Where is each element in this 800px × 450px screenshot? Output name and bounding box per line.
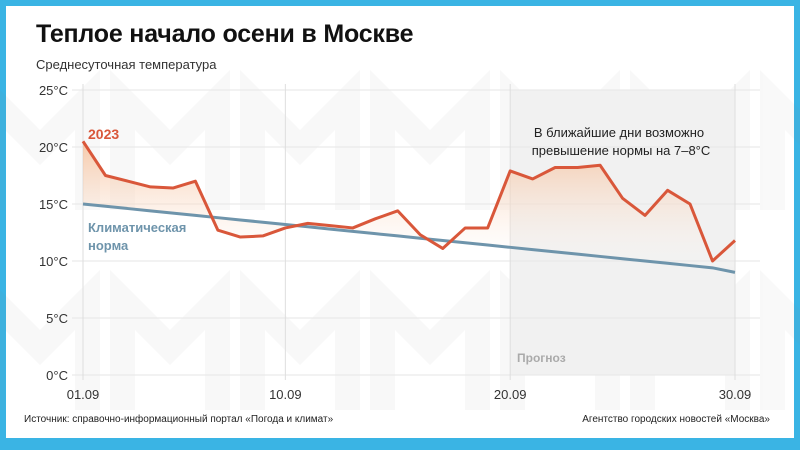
source-note: Источник: справочно-информационный порта… bbox=[24, 414, 334, 425]
warm-excess-area bbox=[83, 141, 735, 273]
y-tick-label: 5°C bbox=[46, 311, 68, 326]
page-title: Теплое начало осени в Москве bbox=[36, 20, 414, 48]
y-tick-label: 25°C bbox=[39, 83, 68, 98]
y-tick-label: 0°C bbox=[46, 368, 68, 383]
x-tick-label: 30.09 bbox=[719, 387, 752, 402]
x-axis-ticks: 01.09 10.09 20.09 30.09 bbox=[67, 387, 752, 402]
y-tick-label: 20°C bbox=[39, 140, 68, 155]
y-axis-ticks: 25°C 20°C 15°C 10°C 5°C 0°C bbox=[39, 83, 68, 383]
forecast-label: Прогноз bbox=[517, 351, 566, 365]
x-tick-label: 10.09 bbox=[269, 387, 302, 402]
annotation-line1: В ближайшие дни возможно bbox=[534, 125, 704, 140]
agency-credit: Агентство городских новостей «Москва» bbox=[582, 414, 770, 425]
x-tick-label: 01.09 bbox=[67, 387, 100, 402]
y-tick-label: 15°C bbox=[39, 197, 68, 212]
legend-norm-line1: Климатическая bbox=[88, 220, 186, 235]
series-2023-line bbox=[81, 140, 737, 263]
annotation-line2: превышение нормы на 7–8°C bbox=[532, 143, 711, 158]
legend-norm-line2: норма bbox=[88, 238, 129, 253]
y-tick-label: 10°C bbox=[39, 254, 68, 269]
x-tick-label: 20.09 bbox=[494, 387, 527, 402]
legend-2023: 2023 bbox=[88, 126, 119, 142]
norm-line bbox=[82, 202, 736, 274]
chart-subtitle: Среднесуточная температура bbox=[36, 57, 217, 72]
